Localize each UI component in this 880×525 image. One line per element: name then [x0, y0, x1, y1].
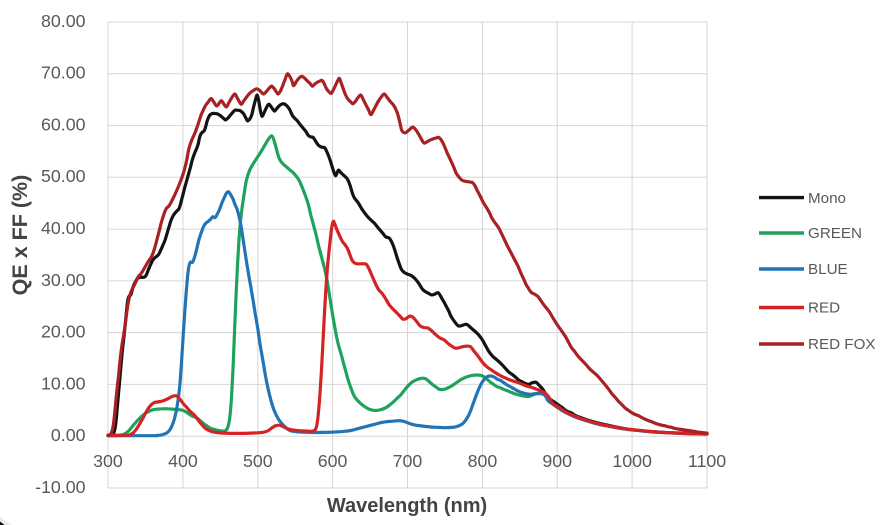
svg-text:900: 900 — [542, 451, 572, 471]
svg-text:20.00: 20.00 — [41, 322, 86, 342]
svg-text:300: 300 — [93, 451, 123, 471]
svg-text:700: 700 — [393, 451, 423, 471]
svg-text:Wavelength (nm): Wavelength (nm) — [327, 495, 487, 517]
svg-text:70.00: 70.00 — [41, 63, 86, 83]
svg-text:0.00: 0.00 — [51, 425, 86, 445]
svg-text:50.00: 50.00 — [41, 166, 86, 186]
svg-text:40.00: 40.00 — [41, 218, 86, 238]
svg-text:500: 500 — [243, 451, 273, 471]
svg-text:400: 400 — [168, 451, 198, 471]
svg-text:GREEN: GREEN — [808, 225, 862, 242]
svg-text:1000: 1000 — [612, 451, 652, 471]
svg-text:QE x FF (%): QE x FF (%) — [8, 175, 32, 296]
svg-text:60.00: 60.00 — [41, 115, 86, 135]
svg-text:BLUE: BLUE — [808, 261, 848, 278]
svg-text:10.00: 10.00 — [41, 373, 86, 393]
svg-text:RED: RED — [808, 300, 840, 317]
svg-text:80.00: 80.00 — [41, 11, 86, 31]
svg-text:600: 600 — [318, 451, 348, 471]
svg-text:RED FOX: RED FOX — [808, 336, 876, 353]
svg-text:1100: 1100 — [688, 451, 726, 471]
svg-text:-10.00: -10.00 — [35, 477, 86, 497]
svg-text:30.00: 30.00 — [41, 270, 86, 290]
svg-text:Mono: Mono — [808, 190, 846, 207]
svg-text:800: 800 — [468, 451, 498, 471]
